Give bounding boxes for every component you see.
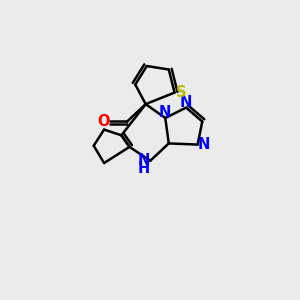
Text: H: H [138, 160, 150, 175]
Text: N: N [138, 153, 150, 168]
Text: N: N [197, 137, 210, 152]
Text: N: N [180, 95, 192, 110]
Text: N: N [159, 105, 172, 120]
Text: O: O [97, 114, 110, 129]
Text: S: S [176, 85, 186, 100]
